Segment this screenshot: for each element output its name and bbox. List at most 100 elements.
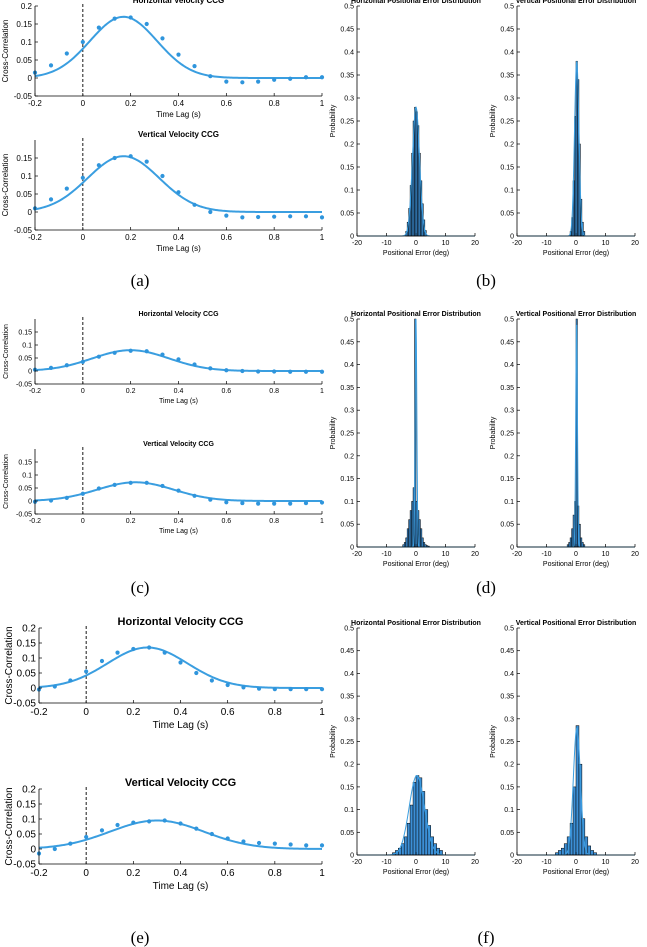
x-axis-label: Time Lag (s)	[159, 398, 198, 405]
x-tick-label: -20	[352, 240, 362, 247]
y-tick-label: 0.25	[500, 430, 514, 437]
y-tick-label: 0.15	[17, 639, 37, 650]
y-tick-label: 0.15	[16, 20, 32, 29]
x-tick-label: 0.6	[221, 518, 231, 525]
data-point	[176, 488, 181, 493]
data-point	[319, 215, 325, 220]
y-tick-label: 0.45	[340, 26, 354, 33]
data-point	[176, 190, 181, 195]
chart-title: Horizontal Positional Error Distribution	[351, 311, 481, 318]
data-point	[240, 215, 245, 220]
data-point	[288, 369, 293, 374]
data-point	[272, 214, 277, 219]
y-tick-label: 0.3	[504, 95, 514, 102]
data-point	[319, 687, 325, 692]
data-point	[224, 500, 229, 505]
x-tick-label: -20	[352, 859, 362, 866]
x-axis-label: Positional Error (deg)	[543, 250, 609, 257]
x-tick-label: 10	[602, 240, 610, 247]
histogram-bar	[561, 847, 565, 856]
data-point	[208, 497, 213, 502]
panel-label: (e)	[131, 928, 150, 947]
data-point	[147, 645, 152, 650]
y-tick-label: 0.2	[344, 141, 354, 148]
data-point	[99, 658, 105, 664]
panel-label: (f)	[478, 928, 495, 947]
data-point	[192, 64, 197, 69]
x-tick-label: 0	[81, 388, 85, 395]
y-tick-label: 0	[510, 233, 514, 240]
data-point	[80, 359, 85, 364]
x-tick-label: 1	[319, 868, 325, 879]
y-tick-label: 0.45	[500, 339, 514, 346]
y-tick-label: 0.15	[18, 459, 32, 466]
data-point	[224, 368, 229, 373]
x-axis-label: Time Lag (s)	[159, 528, 198, 535]
data-point	[192, 493, 197, 498]
y-tick-label: 0	[510, 544, 514, 551]
x-tick-label: 0	[414, 240, 418, 247]
data-point	[256, 369, 261, 374]
histogram-bar	[590, 850, 594, 856]
y-tick-label: 0.35	[340, 72, 354, 79]
y-tick-label: 0.2	[504, 453, 514, 460]
data-point	[209, 831, 214, 837]
data-point	[147, 819, 152, 824]
y-tick-label: 0.25	[340, 118, 354, 125]
chart-b_h: Horizontal Positional Error Distribution…	[330, 0, 481, 257]
data-point	[128, 348, 133, 353]
y-tick-label: 0.15	[500, 784, 514, 791]
data-point	[178, 660, 183, 665]
y-tick-label: 0.4	[344, 671, 354, 678]
x-tick-label: 0.8	[269, 518, 279, 525]
data-point	[112, 482, 117, 487]
data-point	[192, 202, 197, 207]
histogram-bar	[401, 843, 405, 856]
chart-c_v: Vertical Velocity CCG -0.2 0 0.2 0.4 0.6 0.8 1 -…	[3, 441, 325, 535]
x-tick-label: 10	[442, 551, 450, 558]
x-tick-label: 0.4	[173, 233, 185, 242]
data-point	[288, 214, 293, 219]
y-tick-label: 0.2	[22, 624, 36, 635]
x-tick-label: 0	[574, 551, 578, 558]
data-point	[272, 77, 277, 82]
data-point	[48, 498, 54, 503]
histogram-bar	[409, 804, 414, 856]
x-tick-label: 0	[83, 868, 89, 879]
x-tick-label: 10	[442, 240, 450, 247]
data-point	[131, 646, 136, 652]
data-point	[240, 368, 245, 374]
y-axis-label: Probability	[330, 104, 337, 137]
y-tick-label: 0.15	[18, 329, 32, 336]
data-point	[319, 843, 325, 848]
y-tick-label: 0.1	[22, 342, 32, 349]
y-tick-label: 0.05	[340, 522, 354, 529]
y-tick-label: 0.5	[504, 316, 514, 323]
x-tick-label: 0.8	[269, 388, 279, 395]
x-axis-label: Positional Error (deg)	[543, 561, 609, 568]
data-point	[176, 357, 181, 362]
data-point	[272, 501, 277, 506]
data-point	[303, 214, 309, 219]
data-point	[96, 25, 101, 30]
data-point	[96, 354, 101, 359]
x-tick-label: 0.2	[126, 868, 140, 879]
y-tick-label: -0.05	[14, 92, 33, 101]
data-point	[112, 16, 117, 21]
data-point	[160, 352, 165, 357]
x-tick-label: -10	[381, 240, 391, 247]
y-tick-label: 0.1	[504, 807, 514, 814]
x-tick-label: -0.2	[29, 388, 41, 395]
data-point	[224, 79, 229, 84]
data-point	[162, 650, 167, 655]
y-tick-label: -0.05	[16, 511, 32, 518]
chart-a_h: Horizontal Velocity CCG -0.2 0 0.2 0.4 0.6 0.8…	[1, 0, 325, 119]
fit-curve	[34, 155, 322, 213]
y-tick-label: 0.1	[344, 807, 354, 814]
x-tick-label: 1	[319, 707, 325, 718]
data-point	[128, 480, 133, 485]
data-point	[80, 491, 85, 496]
data-point	[128, 154, 133, 159]
x-tick-label: 20	[471, 240, 479, 247]
y-tick-label: 0.1	[504, 499, 514, 506]
